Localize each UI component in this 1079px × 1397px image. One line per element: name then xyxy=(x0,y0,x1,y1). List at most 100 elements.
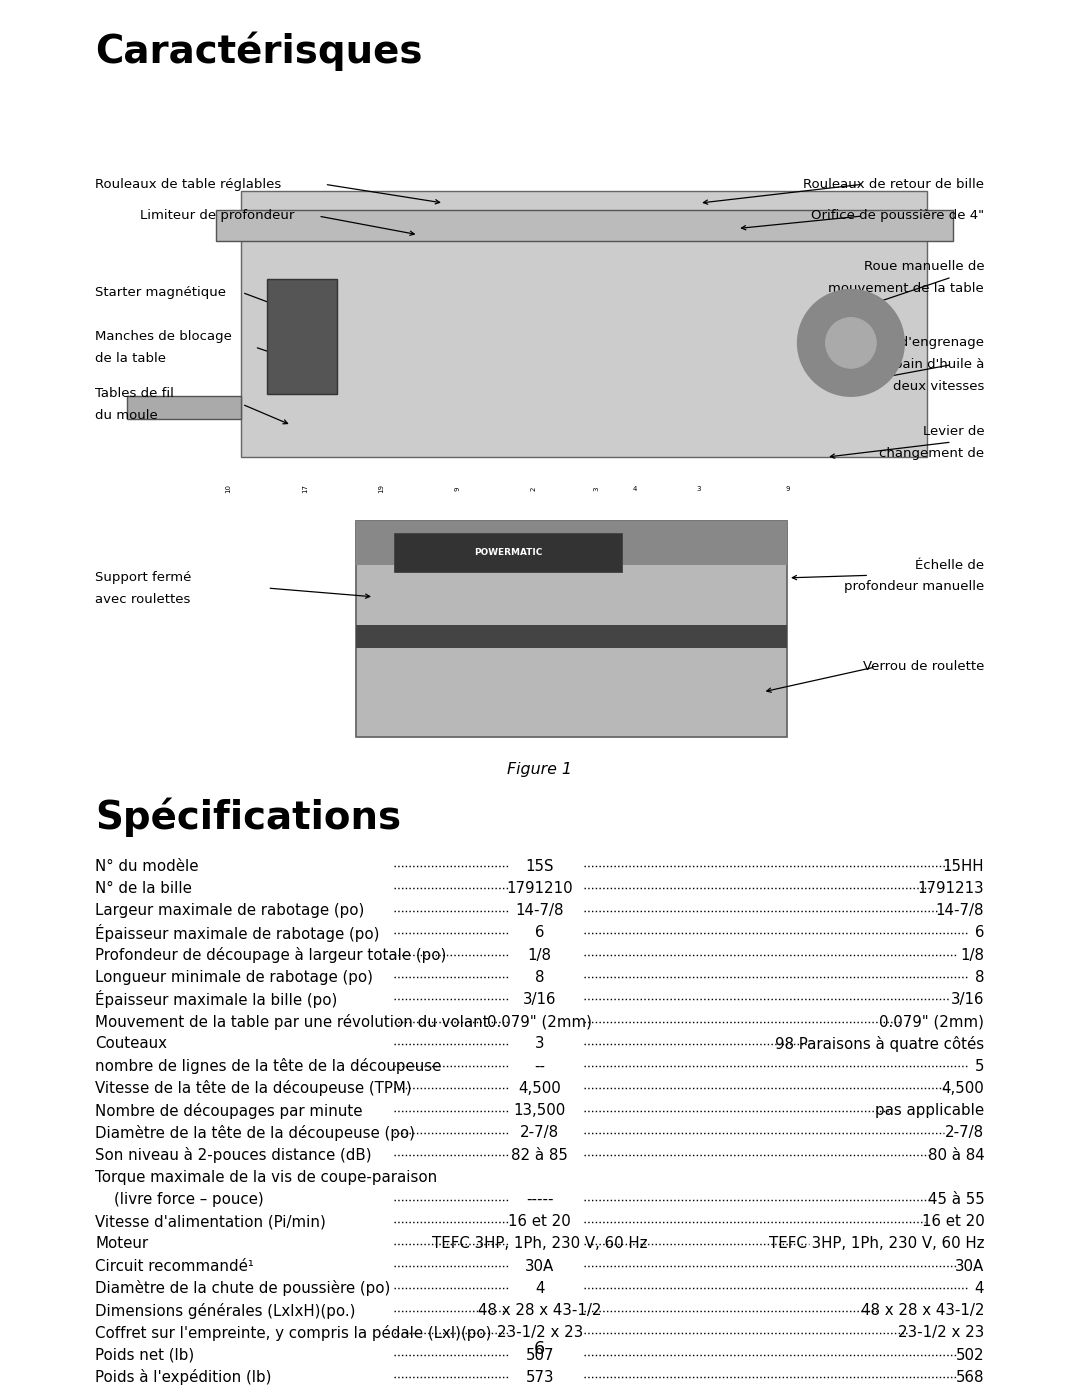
Text: 10: 10 xyxy=(226,485,232,493)
Text: TEFC 3HP, 1Ph, 230 V, 60 Hz: TEFC 3HP, 1Ph, 230 V, 60 Hz xyxy=(432,1236,647,1252)
Text: Épaisseur maximale de rabotage (po): Épaisseur maximale de rabotage (po) xyxy=(95,923,380,942)
Circle shape xyxy=(675,467,721,511)
Text: 19: 19 xyxy=(378,485,384,493)
Text: 4: 4 xyxy=(535,1281,544,1296)
Text: Coffret sur l'empreinte, y compris la pédale (Lxl)(po): Coffret sur l'empreinte, y compris la pé… xyxy=(95,1324,492,1341)
Text: 2: 2 xyxy=(530,486,536,492)
Circle shape xyxy=(358,467,404,511)
FancyBboxPatch shape xyxy=(242,190,927,457)
Text: mouvement de la table: mouvement de la table xyxy=(828,282,984,295)
Circle shape xyxy=(797,289,904,397)
Text: Tables de fil: Tables de fil xyxy=(95,387,174,400)
Text: Rouleaux de table réglables: Rouleaux de table réglables xyxy=(95,177,282,190)
Text: 0.079" (2mm): 0.079" (2mm) xyxy=(487,1014,592,1030)
Text: 48 x 28 x 43-1/2: 48 x 28 x 43-1/2 xyxy=(860,1303,984,1319)
Text: Longueur minimale de rabotage (po): Longueur minimale de rabotage (po) xyxy=(95,970,373,985)
Text: profondeur manuelle: profondeur manuelle xyxy=(844,580,984,594)
Text: Couteaux: Couteaux xyxy=(95,1037,167,1052)
Text: 4: 4 xyxy=(632,486,637,492)
Text: (livre force – pouce): (livre force – pouce) xyxy=(95,1192,264,1207)
FancyBboxPatch shape xyxy=(127,397,242,419)
Text: 5: 5 xyxy=(974,1059,984,1074)
Text: 502: 502 xyxy=(955,1348,984,1362)
Text: Échelle de: Échelle de xyxy=(915,559,984,571)
Text: Manches de blocage: Manches de blocage xyxy=(95,330,232,344)
Text: 13,500: 13,500 xyxy=(514,1104,565,1118)
Text: Diamètre de la tête de la découpeuse (po): Diamètre de la tête de la découpeuse (po… xyxy=(95,1125,415,1141)
Text: POWERMATIC: POWERMATIC xyxy=(474,548,542,557)
Text: --: -- xyxy=(534,1059,545,1074)
Text: 4,500: 4,500 xyxy=(518,1081,561,1095)
Circle shape xyxy=(282,467,328,511)
Text: 23-1/2 x 23: 23-1/2 x 23 xyxy=(898,1326,984,1340)
FancyBboxPatch shape xyxy=(355,521,787,566)
Text: Épaisseur maximale la bille (po): Épaisseur maximale la bille (po) xyxy=(95,990,338,1009)
Text: Roue manuelle de: Roue manuelle de xyxy=(863,260,984,274)
Text: de bain d'huile à: de bain d'huile à xyxy=(873,358,984,372)
Text: Circuit recommandé¹: Circuit recommandé¹ xyxy=(95,1259,254,1274)
Text: Torque maximale de la vis de coupe-paraison: Torque maximale de la vis de coupe-parai… xyxy=(95,1169,437,1185)
Text: -----: ----- xyxy=(525,1192,554,1207)
Text: 6: 6 xyxy=(534,1340,545,1358)
Text: 1/8: 1/8 xyxy=(528,947,551,963)
FancyBboxPatch shape xyxy=(355,521,787,736)
Circle shape xyxy=(764,467,810,511)
Circle shape xyxy=(434,467,480,511)
Text: 16 et 20: 16 et 20 xyxy=(508,1214,571,1229)
Text: 1791210: 1791210 xyxy=(506,882,573,895)
Text: 3: 3 xyxy=(535,1037,544,1052)
Text: TEFC 3HP, 1Ph, 230 V, 60 Hz: TEFC 3HP, 1Ph, 230 V, 60 Hz xyxy=(768,1236,984,1252)
FancyBboxPatch shape xyxy=(267,279,337,394)
Text: Boîte d'engrenage: Boîte d'engrenage xyxy=(861,337,984,349)
Circle shape xyxy=(574,467,619,511)
Text: 1/8: 1/8 xyxy=(960,947,984,963)
Text: 2-7/8: 2-7/8 xyxy=(945,1126,984,1140)
Text: pas applicable: pas applicable xyxy=(875,1104,984,1118)
Text: Starter magnétique: Starter magnétique xyxy=(95,285,227,299)
Text: Levier de: Levier de xyxy=(923,425,984,439)
Text: 8: 8 xyxy=(974,970,984,985)
Text: 14-7/8: 14-7/8 xyxy=(935,902,984,918)
Text: N° du modèle: N° du modèle xyxy=(95,859,204,873)
Text: 3/16: 3/16 xyxy=(951,992,984,1007)
Text: 568: 568 xyxy=(955,1370,984,1384)
Text: 98 Paraisons à quatre côtés: 98 Paraisons à quatre côtés xyxy=(775,1037,984,1052)
Text: 3/16: 3/16 xyxy=(522,992,557,1007)
Text: 573: 573 xyxy=(525,1370,554,1384)
Text: 3: 3 xyxy=(696,486,700,492)
Text: 15S: 15S xyxy=(525,859,554,873)
Text: 9: 9 xyxy=(454,486,460,492)
Text: Support fermé: Support fermé xyxy=(95,571,192,584)
Circle shape xyxy=(825,317,876,369)
Text: 30A: 30A xyxy=(524,1259,555,1274)
Text: 3: 3 xyxy=(593,486,600,492)
Text: 48 x 28 x 43-1/2: 48 x 28 x 43-1/2 xyxy=(478,1303,601,1319)
FancyBboxPatch shape xyxy=(216,210,952,242)
Text: Limiteur de profondeur: Limiteur de profondeur xyxy=(139,210,293,222)
Text: Diamètre de la chute de poussière (po): Diamètre de la chute de poussière (po) xyxy=(95,1281,391,1296)
Text: 6: 6 xyxy=(974,925,984,940)
Text: de la table: de la table xyxy=(95,352,166,365)
Text: 2-7/8: 2-7/8 xyxy=(520,1126,559,1140)
Text: 9: 9 xyxy=(784,486,789,492)
Text: Caractérisques: Caractérisques xyxy=(95,32,423,71)
Text: 30A: 30A xyxy=(955,1259,984,1274)
Text: 0.079" (2mm): 0.079" (2mm) xyxy=(878,1014,984,1030)
Circle shape xyxy=(206,467,251,511)
Text: Son niveau à 2-pouces distance (dB): Son niveau à 2-pouces distance (dB) xyxy=(95,1147,371,1164)
Text: Orifice de poussière de 4": Orifice de poussière de 4" xyxy=(810,210,984,222)
Text: 23-1/2 x 23: 23-1/2 x 23 xyxy=(496,1326,583,1340)
Text: avec roulettes: avec roulettes xyxy=(95,592,191,606)
Text: 8: 8 xyxy=(535,970,544,985)
Text: 16 et 20: 16 et 20 xyxy=(921,1214,984,1229)
FancyBboxPatch shape xyxy=(394,534,622,571)
Text: Verrou de roulette: Verrou de roulette xyxy=(862,661,984,673)
Text: nombre de lignes de la tête de la découpeuse: nombre de lignes de la tête de la découp… xyxy=(95,1058,441,1074)
Text: 17: 17 xyxy=(302,485,308,493)
FancyBboxPatch shape xyxy=(355,624,787,648)
Text: Moteur: Moteur xyxy=(95,1236,148,1252)
Text: 45 à 55: 45 à 55 xyxy=(927,1192,984,1207)
Text: 82 à 85: 82 à 85 xyxy=(511,1147,568,1162)
Text: 507: 507 xyxy=(525,1348,554,1362)
Text: Vitesse de la tête de la découpeuse (TPM): Vitesse de la tête de la découpeuse (TPM… xyxy=(95,1080,412,1097)
